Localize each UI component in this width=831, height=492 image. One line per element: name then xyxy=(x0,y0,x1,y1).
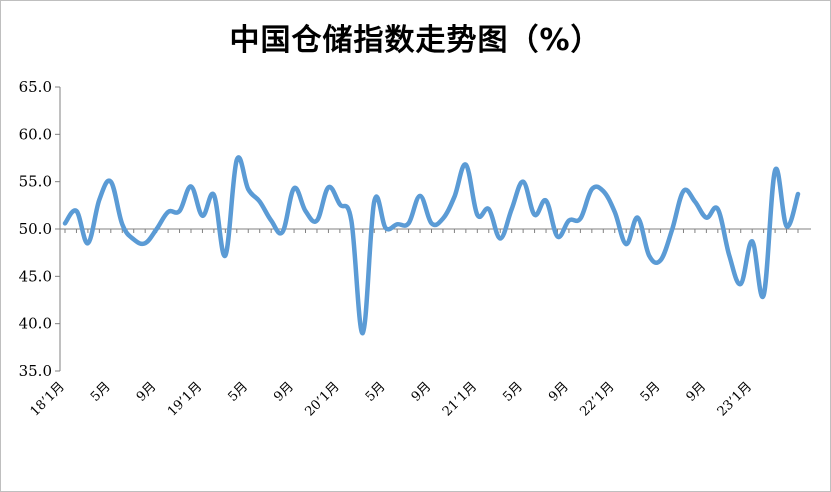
data-point xyxy=(704,216,708,220)
axes xyxy=(55,86,811,372)
data-point xyxy=(281,230,285,234)
data-point xyxy=(452,195,456,199)
x-tick-label: 9月 xyxy=(409,379,435,405)
data-point xyxy=(475,213,479,217)
data-point xyxy=(441,217,445,221)
data-point xyxy=(384,226,388,230)
y-tick-label: 60.0 xyxy=(19,125,52,143)
data-point xyxy=(762,293,766,297)
data-point xyxy=(315,218,319,222)
data-point xyxy=(246,187,250,191)
data-point xyxy=(189,184,193,188)
x-tick-label: 9月 xyxy=(546,379,572,405)
data-point xyxy=(510,207,514,211)
data-point xyxy=(544,199,548,203)
data-point xyxy=(120,222,124,226)
x-tick-label: 20’1月 xyxy=(302,379,342,419)
data-point xyxy=(601,189,605,193)
data-point xyxy=(395,222,399,226)
data-point xyxy=(590,187,594,191)
data-point xyxy=(750,239,754,243)
data-point xyxy=(624,242,628,246)
y-tick-label: 65.0 xyxy=(19,78,52,96)
data-point xyxy=(86,241,90,245)
data-point xyxy=(63,221,67,225)
data-point xyxy=(418,194,422,198)
x-tick-label: 21’1月 xyxy=(440,379,480,419)
data-point xyxy=(212,193,216,197)
data-point xyxy=(223,254,227,258)
data-point xyxy=(269,218,273,222)
x-tick-label: 9月 xyxy=(134,379,160,405)
x-tick-label: 9月 xyxy=(271,379,297,405)
data-point xyxy=(155,227,159,231)
series-line xyxy=(62,155,801,336)
data-point xyxy=(785,224,789,228)
x-tick-label: 5月 xyxy=(500,379,526,405)
data-point xyxy=(361,331,365,335)
y-tick-label: 35.0 xyxy=(19,362,52,380)
data-point xyxy=(578,217,582,221)
data-point xyxy=(647,254,651,258)
data-point xyxy=(372,200,376,204)
data-point xyxy=(258,200,262,204)
series-layer xyxy=(62,155,801,336)
data-point xyxy=(555,235,559,239)
data-point xyxy=(681,189,685,193)
data-point xyxy=(613,210,617,214)
chart-title: 中国仓储指数走势图（%） xyxy=(229,23,602,58)
data-point xyxy=(235,158,239,162)
data-point xyxy=(498,236,502,240)
data-point xyxy=(521,180,525,184)
data-point xyxy=(349,218,353,222)
data-point xyxy=(487,207,491,211)
data-point xyxy=(567,218,571,222)
data-point xyxy=(407,221,411,225)
data-point xyxy=(143,241,147,245)
data-point xyxy=(670,228,674,232)
data-point xyxy=(727,254,731,258)
data-point xyxy=(693,200,697,204)
x-tick-label: 5月 xyxy=(363,379,389,405)
data-point xyxy=(292,186,296,190)
x-tick-label: 22’1月 xyxy=(577,379,617,419)
y-tick-label: 40.0 xyxy=(19,315,52,333)
y-tick-label: 45.0 xyxy=(19,267,52,285)
data-point xyxy=(739,282,743,286)
y-tick-label: 50.0 xyxy=(19,220,52,238)
data-point xyxy=(200,214,204,218)
data-point xyxy=(166,210,170,214)
data-point xyxy=(636,216,640,220)
data-point xyxy=(97,198,101,202)
data-point xyxy=(533,213,537,217)
data-point xyxy=(109,180,113,184)
data-point xyxy=(326,185,330,189)
x-tick-label: 9月 xyxy=(684,379,710,405)
y-tick-label: 55.0 xyxy=(19,173,52,191)
x-tick-label: 5月 xyxy=(88,379,114,405)
data-point xyxy=(178,209,182,213)
x-tick-label: 5月 xyxy=(638,379,664,405)
data-point xyxy=(464,163,468,167)
data-point xyxy=(338,202,342,206)
data-point xyxy=(796,192,800,196)
data-point xyxy=(74,209,78,213)
x-tick-label: 18’1月 xyxy=(28,379,68,419)
data-point xyxy=(430,221,434,225)
data-point xyxy=(773,168,777,172)
data-point xyxy=(716,207,720,211)
x-tick-label: 5月 xyxy=(225,379,251,405)
x-tick-label: 19’1月 xyxy=(165,379,205,419)
data-point xyxy=(132,237,136,241)
x-tick-label: 23’1月 xyxy=(715,379,755,419)
data-point xyxy=(659,258,663,262)
data-point xyxy=(304,209,308,213)
